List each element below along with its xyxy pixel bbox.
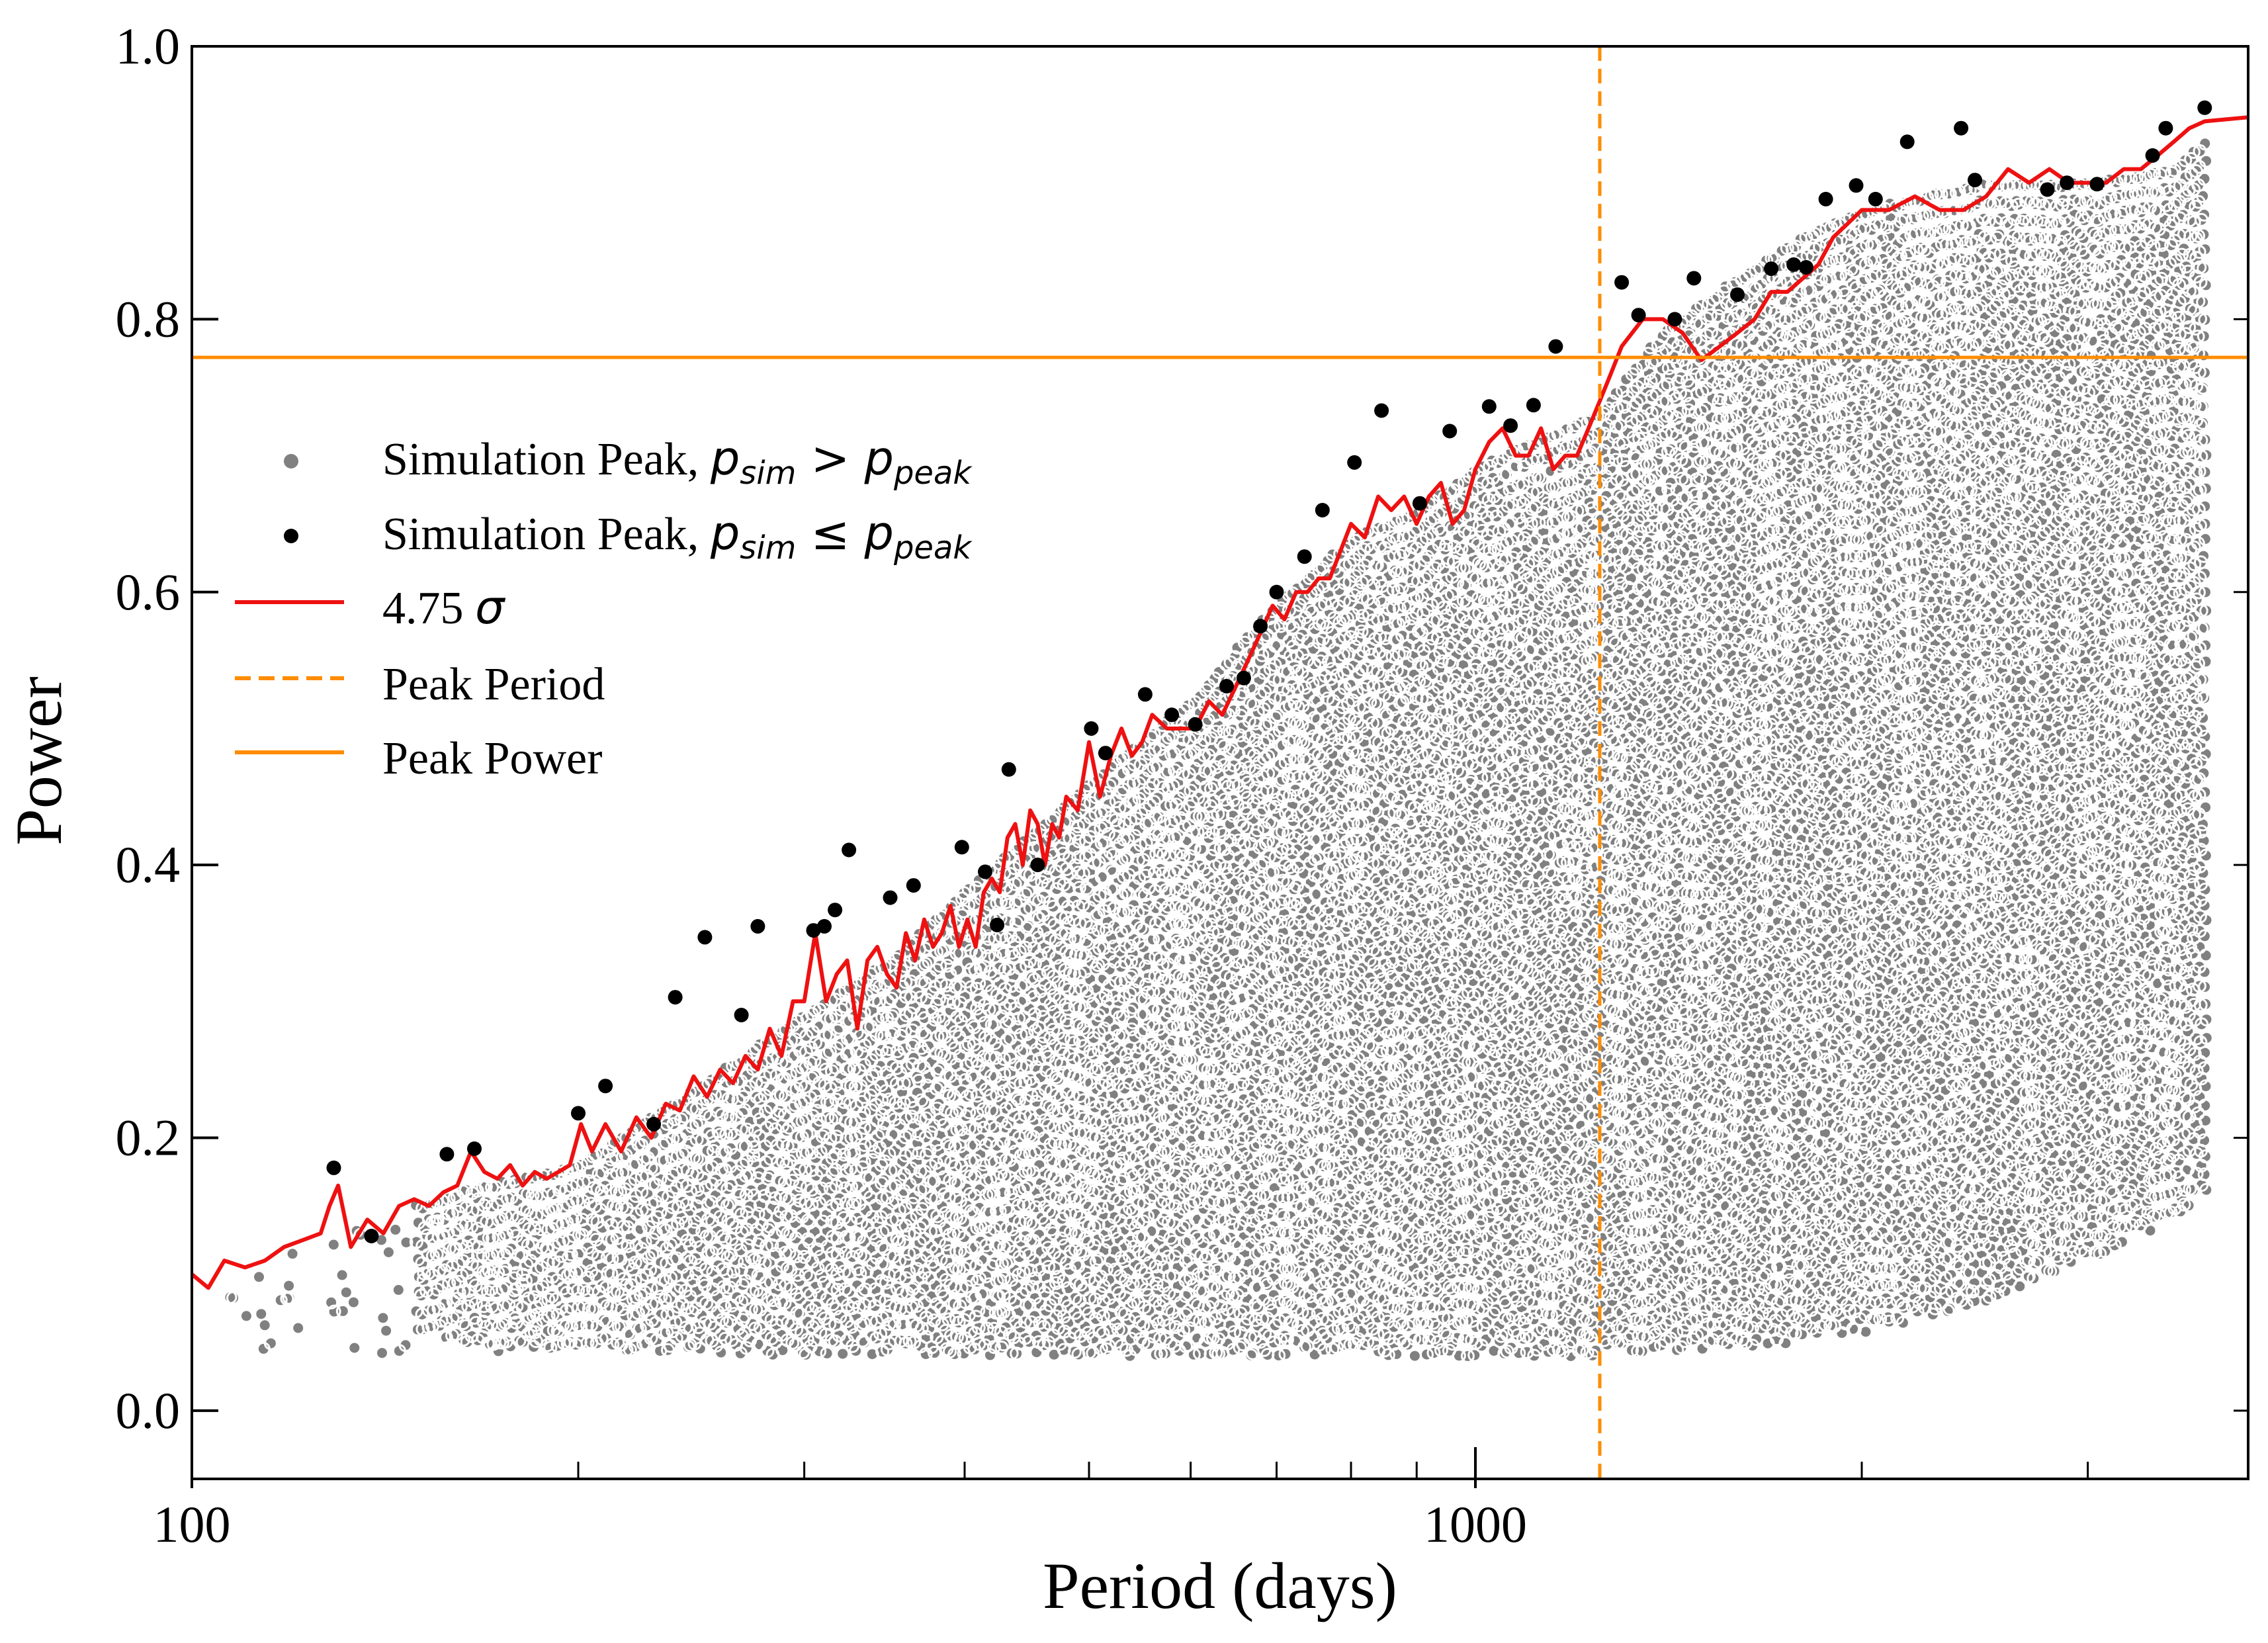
y-tick-label: 0.6 <box>116 563 181 621</box>
black-point <box>1219 679 1234 693</box>
x-tick-label: 100 <box>153 1495 231 1553</box>
black-point <box>1954 121 1968 136</box>
legend-entry-grey: Simulation Peak, psim > ppeak <box>284 431 973 492</box>
black-point <box>955 840 969 854</box>
black-point <box>1548 339 1563 354</box>
black-point <box>906 878 921 893</box>
black-point <box>668 990 683 1004</box>
black-point <box>598 1079 613 1093</box>
x-tick-label: 1000 <box>1424 1495 1527 1553</box>
black-point <box>1686 271 1701 286</box>
black-point <box>439 1147 454 1161</box>
black-point <box>1614 275 1629 290</box>
black-point <box>817 919 832 934</box>
y-tick-label: 1.0 <box>116 17 181 75</box>
legend-label: Peak Period <box>382 659 605 710</box>
black-point <box>734 1008 749 1022</box>
y-tick-label: 0.0 <box>116 1382 181 1439</box>
legend-label: Simulation Peak, psim ≤ ppeak <box>382 506 973 566</box>
y-tick-label: 0.8 <box>116 290 181 347</box>
black-point <box>1819 192 1833 206</box>
black-point <box>467 1141 482 1156</box>
black-point <box>1315 503 1330 517</box>
black-point <box>571 1106 586 1120</box>
black-point <box>1482 399 1497 414</box>
black-point <box>1098 746 1113 760</box>
black-point <box>1632 308 1646 322</box>
x-axis-label: Period (days) <box>1043 1549 1397 1622</box>
black-point <box>1297 549 1312 564</box>
black-point <box>1413 496 1427 511</box>
legend-math: σ <box>475 580 506 635</box>
legend-marker <box>284 529 298 543</box>
black-point <box>646 1117 661 1132</box>
black-point <box>1503 418 1518 433</box>
y-axis-label: Power <box>2 676 75 846</box>
black-point <box>2040 183 2055 197</box>
black-point <box>1237 671 1251 686</box>
black-point <box>990 918 1004 932</box>
black-point <box>2197 101 2212 115</box>
black-point <box>1868 192 1883 206</box>
legend-label: Peak Power <box>382 733 602 784</box>
black-point <box>1968 173 1982 187</box>
black-point <box>1730 287 1745 302</box>
black-point <box>1164 707 1179 722</box>
legend-label: 4.75 σ <box>382 580 506 635</box>
black-point <box>1188 717 1203 732</box>
black-point <box>2060 175 2074 190</box>
black-point <box>978 865 992 879</box>
black-point <box>1786 257 1801 272</box>
black-point <box>1270 585 1284 599</box>
black-point <box>1849 178 1864 193</box>
black-point <box>1253 619 1268 633</box>
black-point <box>1030 858 1045 872</box>
black-point <box>1667 312 1682 326</box>
black-point <box>1442 424 1457 439</box>
legend-label: Simulation Peak, psim > ppeak <box>382 431 973 492</box>
black-point <box>2158 121 2173 136</box>
black-point <box>842 843 856 858</box>
black-point <box>1084 721 1098 736</box>
black-point <box>2146 148 2160 163</box>
black-point <box>1799 260 1813 275</box>
black-point <box>883 891 898 905</box>
black-point <box>1347 455 1362 470</box>
black-point <box>750 919 765 934</box>
black-point <box>1764 261 1778 276</box>
black-point <box>1526 398 1541 412</box>
black-point <box>1002 762 1016 777</box>
legend-marker <box>284 454 298 468</box>
black-point <box>2090 177 2105 191</box>
black-point <box>327 1161 341 1175</box>
black-point <box>1374 404 1389 418</box>
black-point <box>828 903 842 917</box>
black-point <box>697 930 712 944</box>
black-point <box>364 1229 378 1243</box>
y-tick-label: 0.4 <box>116 836 181 893</box>
y-tick-label: 0.2 <box>116 1109 181 1167</box>
legend-entry-black: Simulation Peak, psim ≤ ppeak <box>284 506 973 566</box>
black-point <box>1900 134 1915 149</box>
black-point <box>1138 687 1153 701</box>
